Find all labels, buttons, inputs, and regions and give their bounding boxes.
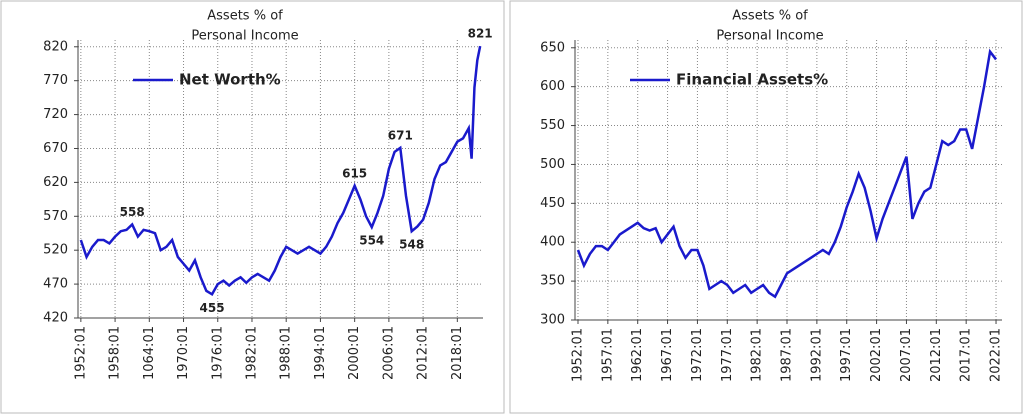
x-tick-label: 1970:01	[176, 326, 191, 380]
x-tick-label: 2002:01	[869, 328, 884, 382]
x-tick-label: 1958:01	[108, 326, 123, 380]
x-tick-label: 1994:01	[313, 326, 328, 380]
y-tick-label: 550	[540, 118, 565, 133]
x-tick-label: 2007:01	[899, 328, 914, 382]
y-tick-label: 450	[540, 196, 565, 211]
legend-label: Net Worth%	[179, 71, 281, 89]
y-tick-label: 720	[43, 107, 68, 122]
x-tick-label: 2012:01	[416, 326, 431, 380]
x-tick-label: 1957:01	[600, 328, 615, 382]
y-tick-label: 600	[540, 79, 565, 94]
y-tick-label: 820	[43, 39, 68, 54]
data-label: 554	[359, 234, 384, 248]
y-tick-label: 420	[43, 311, 68, 326]
chart-title: Assets % of	[732, 9, 808, 24]
x-tick-label: 2018:01	[450, 326, 465, 380]
x-tick-label: 1972:01	[690, 328, 705, 382]
x-tick-label: 1992:01	[809, 328, 824, 382]
chart-title: Personal Income	[716, 29, 823, 44]
x-tick-label: 1976:01	[210, 326, 225, 380]
x-tick-label: 2017:01	[959, 328, 974, 382]
chart-title: Assets % of	[207, 9, 283, 24]
panel-border	[0, 0, 505, 414]
y-tick-label: 770	[43, 73, 68, 88]
y-tick-label: 650	[540, 40, 565, 55]
y-tick-label: 300	[540, 313, 565, 328]
x-tick-label: 1952:01	[570, 328, 585, 382]
data-label: 455	[200, 301, 225, 315]
y-tick-label: 620	[43, 175, 68, 190]
x-tick-label: 1952:01	[73, 326, 88, 380]
data-label: 821	[468, 27, 493, 41]
x-tick-label: 1977:01	[720, 328, 735, 382]
data-label: 558	[120, 205, 145, 219]
legend-label: Financial Assets%	[676, 71, 828, 89]
x-tick-label: 2006:01	[381, 326, 396, 380]
chart-title: Personal Income	[191, 29, 298, 44]
x-tick-label: 2012:01	[929, 328, 944, 382]
x-tick-label: 1064:01	[142, 326, 157, 380]
x-tick-label: 1982:01	[750, 328, 765, 382]
y-tick-label: 400	[540, 235, 565, 250]
data-line	[576, 48, 998, 299]
y-tick-label: 350	[540, 274, 565, 289]
y-tick-label: 520	[43, 243, 68, 258]
x-tick-label: 2022:01	[989, 328, 1004, 382]
x-tick-label: 1962:01	[630, 328, 645, 382]
panel-border	[509, 0, 1023, 414]
x-tick-label: 1987:01	[780, 328, 795, 382]
data-line	[79, 45, 482, 296]
data-label: 548	[399, 238, 424, 252]
x-tick-label: 1967:01	[660, 328, 675, 382]
x-tick-label: 1982:01	[244, 326, 259, 380]
x-tick-label: 1988:01	[279, 326, 294, 380]
y-tick-label: 570	[43, 209, 68, 224]
x-tick-label: 2000:01	[347, 326, 362, 380]
data-label: 671	[388, 128, 413, 142]
data-label: 615	[342, 166, 367, 180]
y-tick-label: 500	[540, 157, 565, 172]
x-tick-label: 1997:01	[839, 328, 854, 382]
y-tick-label: 470	[43, 277, 68, 292]
y-tick-label: 670	[43, 141, 68, 156]
